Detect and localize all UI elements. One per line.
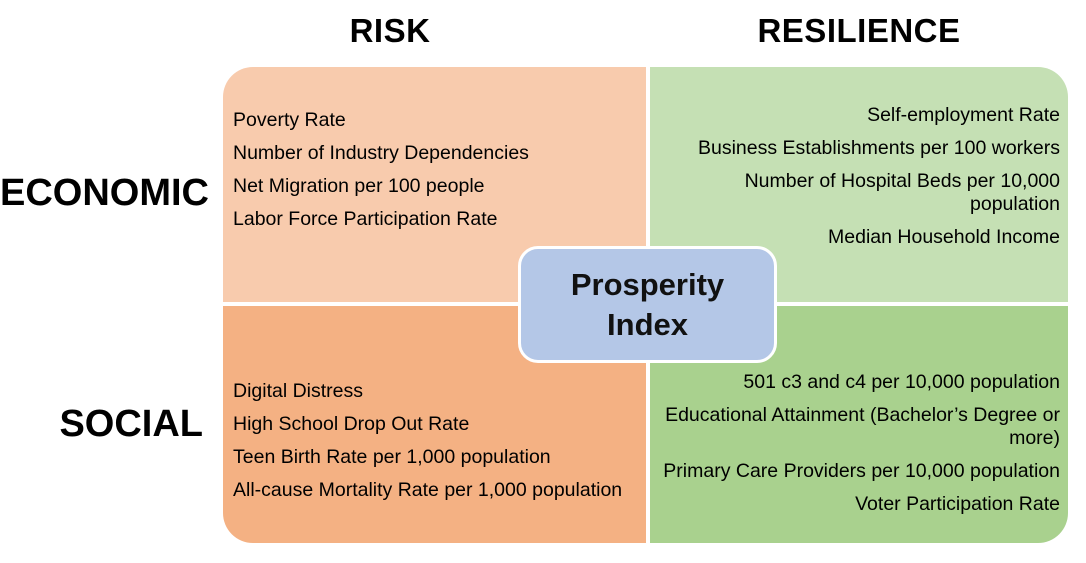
indicator-median-household-income: Median Household Income xyxy=(828,226,1060,248)
indicator-high-school-dropout: High School Drop Out Rate xyxy=(233,413,470,435)
row-label-social: SOCIAL xyxy=(59,403,203,445)
quadrant-economic-risk: Poverty Rate Number of Industry Dependen… xyxy=(223,67,646,302)
indicator-hospital-beds: Number of Hospital Beds per 10,000 popul… xyxy=(744,170,1060,215)
indicator-primary-care-providers: Primary Care Providers per 10,000 popula… xyxy=(663,460,1060,482)
indicator-self-employment: Self-employment Rate xyxy=(867,104,1060,126)
column-header-risk: RISK xyxy=(349,12,431,49)
indicator-business-establishments: Business Establishments per 100 workers xyxy=(698,137,1060,159)
indicator-all-cause-mortality: All-cause Mortality Rate per 1,000 popul… xyxy=(233,479,623,501)
indicator-labor-force-participation: Labor Force Participation Rate xyxy=(233,208,498,230)
indicator-digital-distress: Digital Distress xyxy=(233,380,364,402)
prosperity-index-label: Prosperity Index xyxy=(570,266,725,342)
indicator-industry-dependencies: Number of Industry Dependencies xyxy=(233,142,529,164)
indicator-501c3-501c4: 501 c3 and c4 per 10,000 population xyxy=(743,371,1060,393)
column-header-resilience: RESILIENCE xyxy=(757,12,961,49)
indicator-educational-attainment: Educational Attainment (Bachelor’s Degre… xyxy=(665,404,1060,449)
indicator-teen-birth-rate: Teen Birth Rate per 1,000 population xyxy=(233,446,551,468)
quadrant-economic-resilience: Self-employment Rate Business Establishm… xyxy=(650,67,1068,302)
indicator-net-migration: Net Migration per 100 people xyxy=(233,175,485,197)
indicator-poverty-rate: Poverty Rate xyxy=(233,109,346,131)
row-label-economic: ECONOMIC xyxy=(0,172,209,214)
indicator-voter-participation: Voter Participation Rate xyxy=(855,493,1060,515)
prosperity-index-box: Prosperity Index xyxy=(518,246,777,363)
